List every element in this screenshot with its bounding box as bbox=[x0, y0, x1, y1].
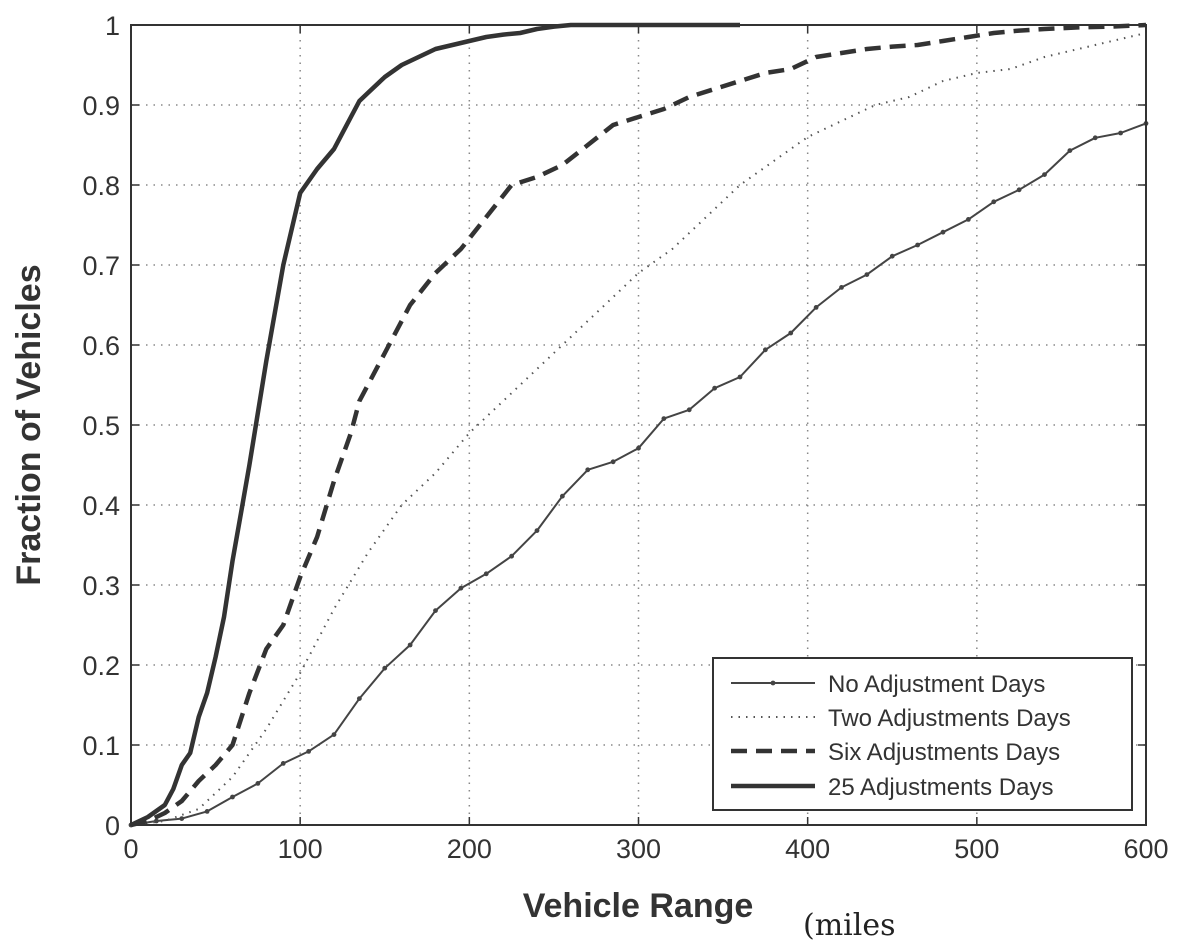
legend-item: Two Adjustments Days bbox=[731, 705, 1071, 732]
series-line bbox=[130, 22, 1147, 828]
series-lines bbox=[128, 22, 1149, 828]
data-point bbox=[306, 749, 312, 754]
x-tick-label: 0 bbox=[123, 834, 138, 864]
data-point bbox=[483, 571, 489, 577]
data-point bbox=[1118, 130, 1124, 136]
data-point bbox=[636, 445, 641, 451]
y-tick-label: 0.4 bbox=[82, 491, 120, 521]
legend-item: No Adjustment Days bbox=[731, 671, 1045, 698]
data-point bbox=[179, 816, 185, 821]
legend-label: 25 Adjustments Days bbox=[828, 774, 1053, 801]
y-tick-label: 0.8 bbox=[82, 171, 120, 201]
series-4 bbox=[130, 22, 740, 828]
data-point bbox=[585, 467, 591, 473]
series-line bbox=[130, 22, 740, 828]
y-tick-label: 1 bbox=[105, 11, 120, 41]
series-1 bbox=[128, 121, 1149, 828]
data-point bbox=[965, 217, 971, 222]
x-tick-label: 200 bbox=[447, 834, 492, 864]
x-tick-label: 400 bbox=[785, 834, 830, 864]
data-point bbox=[407, 642, 413, 648]
data-point bbox=[509, 553, 515, 559]
x-axis-unit: (miles bbox=[803, 908, 896, 940]
data-point bbox=[458, 585, 464, 591]
data-point bbox=[1092, 135, 1098, 141]
legend-label: Two Adjustments Days bbox=[828, 705, 1071, 732]
x-tick-label: 500 bbox=[954, 834, 999, 864]
y-tick-label: 0 bbox=[105, 811, 120, 841]
data-point bbox=[788, 330, 794, 336]
data-point bbox=[864, 272, 870, 277]
data-point bbox=[610, 459, 616, 465]
data-point bbox=[153, 818, 159, 824]
data-point bbox=[712, 385, 718, 391]
data-point bbox=[991, 199, 997, 205]
y-tick-label: 0.2 bbox=[82, 651, 120, 681]
y-tick-label: 0.7 bbox=[82, 251, 120, 281]
x-tick-label: 300 bbox=[616, 834, 661, 864]
x-tick-label: 100 bbox=[278, 834, 323, 864]
data-point bbox=[1016, 187, 1022, 193]
data-point bbox=[331, 732, 337, 737]
series-2 bbox=[130, 32, 1147, 826]
x-tick-label: 600 bbox=[1123, 834, 1168, 864]
data-point bbox=[686, 407, 692, 413]
data-point bbox=[813, 305, 819, 310]
legend-label: No Adjustment Days bbox=[828, 671, 1045, 698]
axis-ticks: 0 100 200 300 400 500 600 0 0.1 0.2 0.3 0.4 0.5 0.6 0.… bbox=[82, 11, 1168, 864]
legend-marker bbox=[770, 680, 776, 686]
data-point bbox=[1042, 172, 1047, 178]
data-point bbox=[433, 608, 438, 613]
series-3 bbox=[130, 22, 1147, 828]
y-axis-title: Fraction of Vehicles bbox=[10, 264, 48, 585]
legend-label: Six Adjustments Days bbox=[828, 739, 1060, 766]
data-point bbox=[534, 528, 540, 533]
data-point bbox=[839, 285, 844, 290]
data-point bbox=[230, 794, 235, 800]
data-point bbox=[915, 242, 921, 248]
data-point bbox=[382, 665, 388, 671]
data-point bbox=[737, 374, 743, 380]
y-tick-label: 0.5 bbox=[82, 411, 120, 441]
data-point bbox=[1067, 148, 1073, 154]
y-tick-label: 0.9 bbox=[82, 91, 120, 121]
y-tick-label: 0.6 bbox=[82, 331, 120, 361]
data-point bbox=[559, 493, 565, 499]
y-tick-label: 0.3 bbox=[82, 571, 120, 601]
data-point bbox=[661, 416, 667, 421]
data-point bbox=[889, 253, 895, 259]
series-line bbox=[130, 32, 1147, 826]
data-point bbox=[762, 347, 768, 353]
legend-item: Six Adjustments Days bbox=[731, 739, 1060, 766]
y-tick-label: 0.1 bbox=[82, 731, 120, 761]
data-point bbox=[280, 761, 286, 766]
legend: No Adjustment Days Two Adjustments Days Si… bbox=[712, 657, 1133, 811]
legend-item: 25 Adjustments Days bbox=[731, 774, 1053, 801]
data-point bbox=[255, 781, 261, 786]
data-point bbox=[940, 229, 946, 235]
x-axis-title: Vehicle Range bbox=[523, 887, 754, 925]
data-point bbox=[356, 696, 362, 701]
data-point bbox=[204, 809, 210, 814]
